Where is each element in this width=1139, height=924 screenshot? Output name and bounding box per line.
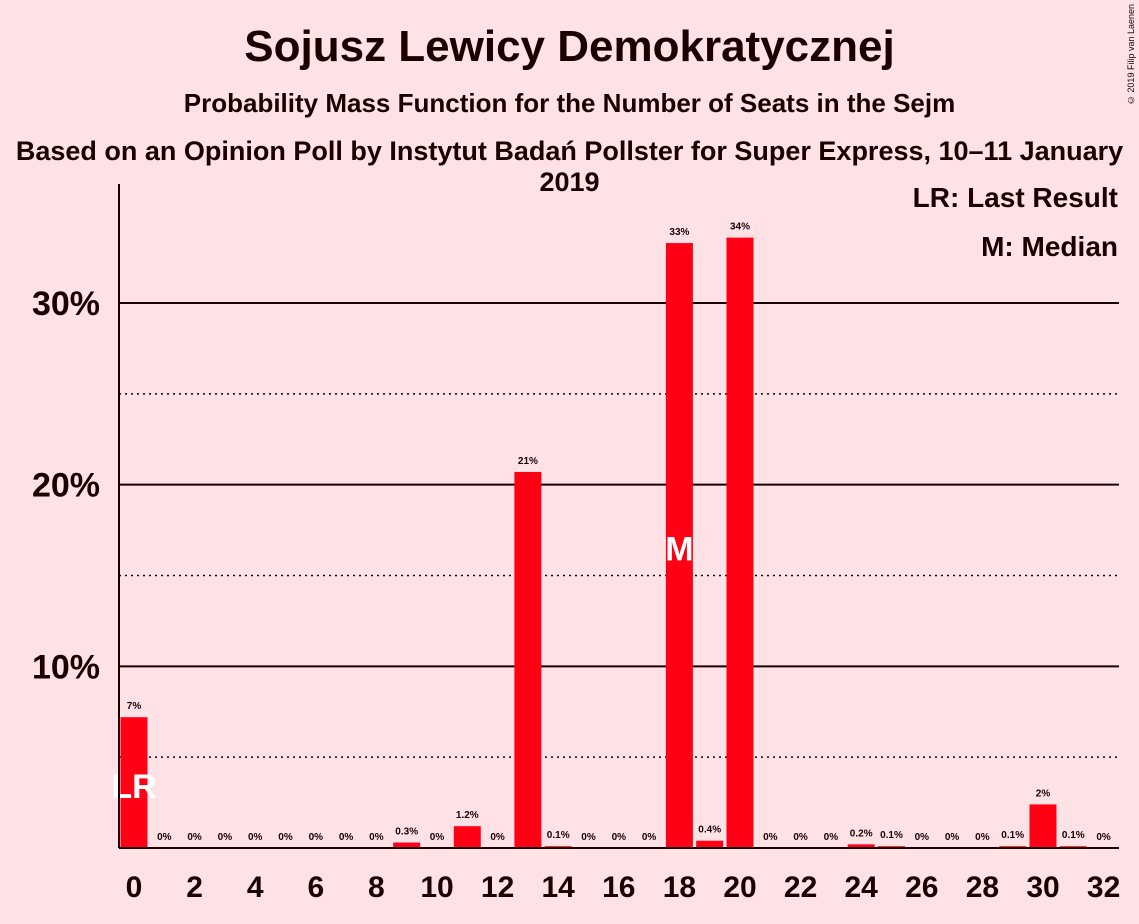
data-label: 0%	[581, 832, 596, 843]
bars	[120, 237, 1087, 849]
x-tick-label: 28	[966, 871, 999, 904]
data-label: 34%	[730, 222, 750, 233]
data-label: 0.1%	[547, 830, 570, 841]
x-tick-labels: 0 2 4 6 8 10 12 14 16 18 20 22 24 26 28 30 32	[126, 871, 1121, 904]
data-label: 0%	[642, 832, 657, 843]
chart-source: Based on an Opinion Poll by Instytut Bad…	[15, 136, 1124, 197]
data-label: 7%	[127, 701, 142, 712]
x-tick-label: 6	[307, 871, 324, 904]
x-tick-label: 8	[368, 871, 385, 904]
x-tick-label: 24	[845, 871, 879, 904]
chart-title: Sojusz Lewicy Demokratycznej	[244, 22, 895, 71]
bar	[120, 717, 148, 848]
data-labels: 7% 0% 0% 0% 0% 0% 0% 0% 0% 0.3% 0% 1.2% 0% 21% 0.1% 0% 0…	[127, 222, 1111, 843]
data-label: 0.3%	[395, 827, 418, 838]
data-label: 0.1%	[1062, 830, 1085, 841]
data-label: 0%	[824, 832, 839, 843]
data-label: 33%	[669, 227, 689, 238]
data-label: 0.1%	[880, 830, 903, 841]
data-label: 0%	[218, 832, 233, 843]
x-tick-label: 22	[784, 871, 817, 904]
x-tick-label: 12	[481, 871, 514, 904]
markers: LRM	[111, 530, 693, 806]
median-marker: M	[665, 530, 693, 568]
y-tick-label: 20%	[32, 467, 100, 505]
data-label: 0%	[945, 832, 960, 843]
data-label: 0%	[612, 832, 627, 843]
data-label: 0%	[248, 832, 263, 843]
bar	[393, 842, 421, 848]
x-tick-label: 14	[542, 871, 576, 904]
axes	[118, 184, 1119, 849]
x-tick-label: 16	[602, 871, 635, 904]
data-label: 1.2%	[456, 810, 479, 821]
data-label: 0%	[490, 832, 505, 843]
data-label: 0%	[915, 832, 930, 843]
data-label: 0%	[975, 832, 990, 843]
x-tick-label: 26	[905, 871, 938, 904]
bar	[847, 844, 875, 848]
data-label: 0.2%	[850, 828, 873, 839]
data-label: 0%	[157, 832, 172, 843]
x-tick-label: 30	[1026, 871, 1059, 904]
y-tick-label: 30%	[32, 285, 100, 323]
data-label: 0%	[1096, 832, 1111, 843]
x-tick-label: 0	[126, 871, 143, 904]
data-label: 0.1%	[1001, 830, 1024, 841]
data-label: 0%	[763, 832, 778, 843]
bar	[514, 471, 542, 848]
data-label: 0.4%	[698, 825, 721, 836]
x-tick-label: 20	[723, 871, 756, 904]
bar	[665, 243, 693, 849]
bar	[453, 826, 481, 848]
data-label: 0%	[278, 832, 293, 843]
gridlines	[119, 302, 1119, 758]
x-tick-label: 10	[420, 871, 453, 904]
bar	[696, 840, 724, 848]
data-label: 0%	[187, 832, 202, 843]
data-label: 0%	[793, 832, 808, 843]
data-label: 0%	[430, 832, 445, 843]
legend-median: M: Median	[981, 231, 1118, 262]
bar	[1029, 804, 1057, 848]
x-tick-label: 4	[247, 871, 264, 904]
bar	[726, 237, 754, 849]
data-label: 0%	[339, 832, 354, 843]
y-tick-label: 10%	[32, 648, 100, 686]
x-tick-label: 2	[186, 871, 203, 904]
x-tick-label: 32	[1087, 871, 1120, 904]
data-label: 0%	[369, 832, 384, 843]
x-tick-label: 18	[663, 871, 696, 904]
data-label: 21%	[518, 456, 538, 467]
legend-last-result: LR: Last Result	[912, 182, 1118, 213]
chart-subtitle: Probability Mass Function for the Number…	[183, 88, 956, 118]
data-label: 2%	[1036, 788, 1051, 799]
data-label: 0%	[309, 832, 324, 843]
y-tick-labels: 10% 20% 30%	[32, 285, 100, 686]
